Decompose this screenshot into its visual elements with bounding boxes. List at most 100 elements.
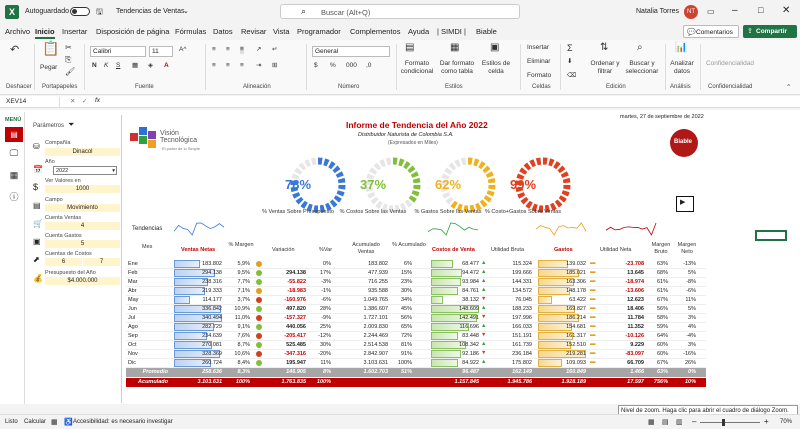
tab-inicio[interactable]: Inicio: [35, 27, 55, 39]
nav-screen-icon[interactable]: 🖵: [9, 148, 19, 158]
clear-icon[interactable]: ⌫: [567, 72, 577, 79]
font-name-select[interactable]: Calibri: [90, 46, 146, 57]
cell-styles-icon[interactable]: ▣: [490, 42, 500, 53]
percent-icon[interactable]: %: [330, 62, 336, 69]
status-calculate[interactable]: Calcular: [24, 419, 47, 425]
sort-icon[interactable]: ⇅: [600, 42, 609, 53]
bold-icon[interactable]: N: [92, 62, 97, 69]
format-painter-icon[interactable]: 🖌: [65, 67, 76, 76]
increase-decimal-icon[interactable]: ,0: [366, 62, 372, 69]
year-select[interactable]: 2022 ▾: [53, 166, 117, 175]
delete-button[interactable]: Eliminar: [527, 58, 551, 65]
indent-icon[interactable]: ⇥: [256, 62, 262, 69]
fill-color-icon[interactable]: ◈: [148, 62, 153, 69]
tab-disposicion[interactable]: Disposición de página: [96, 27, 170, 36]
cell-styles-button[interactable]: Estilos de celda: [481, 60, 511, 75]
zoom-level[interactable]: 70%: [780, 419, 793, 425]
cost-account-1[interactable]: 6: [45, 258, 82, 266]
borders-icon[interactable]: ▦: [132, 62, 139, 69]
cancel-icon[interactable]: ✕: [70, 98, 76, 105]
formula-input[interactable]: [110, 96, 798, 108]
tab-vista[interactable]: Vista: [273, 27, 290, 36]
format-button[interactable]: Formato: [527, 72, 552, 79]
align-left-icon[interactable]: ≡: [212, 62, 216, 69]
save-icon[interactable]: 🖫: [96, 7, 103, 16]
macro-icon[interactable]: ▦: [51, 419, 58, 426]
share-button[interactable]: ⇪ Compartir: [743, 25, 797, 38]
italic-icon[interactable]: K: [104, 62, 109, 69]
grow-font-icon[interactable]: A^: [179, 46, 187, 53]
conditional-format-icon[interactable]: ▤: [405, 42, 415, 53]
cut-icon[interactable]: ✂: [65, 43, 72, 52]
undo-icon[interactable]: ↶: [10, 44, 20, 56]
page-layout-icon[interactable]: ▤: [662, 419, 669, 426]
find-select-button[interactable]: Buscar y seleccionar: [625, 60, 659, 75]
nav-info-icon[interactable]: ⓘ: [9, 192, 19, 202]
company-value[interactable]: Dinacol: [45, 148, 120, 156]
search-box[interactable]: ⌕ Buscar (Alt+Q): [280, 4, 520, 19]
wrap-text-icon[interactable]: ↵: [272, 46, 278, 53]
fill-icon[interactable]: ⬇: [567, 58, 573, 65]
tab-ayuda[interactable]: Ayuda: [408, 27, 430, 36]
paste-icon[interactable]: 📋: [42, 40, 60, 56]
orientation-icon[interactable]: ↗: [256, 46, 262, 53]
nav-docs-icon[interactable]: ▤: [5, 127, 23, 142]
page-break-icon[interactable]: ▥: [676, 419, 683, 426]
zoom-out-icon[interactable]: –: [692, 417, 697, 426]
find-icon[interactable]: ⌕: [637, 42, 643, 53]
copy-icon[interactable]: ⎘: [65, 55, 72, 64]
values-value[interactable]: 1000: [45, 185, 120, 193]
tab-formulas[interactable]: Fórmulas: [175, 27, 207, 36]
maximize-icon[interactable]: □: [758, 5, 764, 15]
font-color-icon[interactable]: A: [164, 62, 169, 69]
align-top-icon[interactable]: ≡: [212, 46, 216, 53]
minimize-icon[interactable]: –: [732, 5, 738, 16]
analyze-icon[interactable]: 📊: [675, 42, 688, 53]
field-value[interactable]: Movimiento: [45, 204, 120, 212]
sort-filter-button[interactable]: Ordenar y filtrar: [590, 60, 620, 75]
nav-grid-icon[interactable]: ▦: [9, 170, 19, 180]
merge-icon[interactable]: ⊞: [272, 62, 278, 69]
paste-button[interactable]: Pegar: [40, 64, 58, 71]
file-name[interactable]: Tendencias de Ventas: [116, 8, 185, 15]
insert-button[interactable]: Insertar: [527, 44, 550, 51]
tab-programador[interactable]: Programador: [297, 27, 341, 36]
avatar[interactable]: NT: [684, 5, 698, 19]
zoom-in-icon[interactable]: +: [764, 417, 769, 426]
comments-button[interactable]: 💬 Comentarios: [683, 25, 739, 38]
autosum-icon[interactable]: Σ: [567, 43, 573, 53]
underline-icon[interactable]: S: [116, 62, 121, 69]
chevron-down-icon[interactable]: ⌄: [183, 8, 189, 15]
font-size-select[interactable]: 11: [149, 46, 173, 57]
accessibility-status[interactable]: Accesibilidad: es necesario investigar: [73, 419, 173, 425]
thousands-icon[interactable]: 000: [346, 62, 357, 69]
zoom-slider[interactable]: [700, 419, 760, 426]
close-icon[interactable]: ✕: [782, 5, 791, 16]
align-center-icon[interactable]: ≡: [226, 62, 230, 69]
ribbon-display-icon[interactable]: ▭: [707, 7, 715, 16]
accessibility-icon[interactable]: ♿: [64, 419, 73, 426]
sensitivity-button[interactable]: Confidencialidad: [705, 60, 755, 67]
budget-value[interactable]: $4.000.000: [45, 277, 120, 285]
conditional-format-button[interactable]: Formato condicional: [400, 60, 434, 75]
table-format-button[interactable]: Dar formato como tabla: [439, 60, 475, 75]
table-format-icon[interactable]: ▦: [450, 42, 460, 53]
user-name[interactable]: Natalia Torres: [636, 8, 680, 15]
expenses-account-value[interactable]: 5: [45, 240, 120, 248]
tab-complementos[interactable]: Complementos: [350, 27, 401, 36]
normal-view-icon[interactable]: ▦: [648, 419, 655, 426]
align-middle-icon[interactable]: ≡: [226, 46, 230, 53]
zoom-slider-thumb[interactable]: [722, 419, 725, 426]
selected-cell[interactable]: [755, 230, 787, 241]
name-box[interactable]: XEV14: [2, 97, 60, 107]
tab-biable[interactable]: Biable: [476, 27, 497, 36]
autosave-toggle[interactable]: [70, 7, 90, 16]
filter-icon[interactable]: ⏷: [68, 120, 75, 129]
tab-insertar[interactable]: Insertar: [62, 27, 88, 36]
currency-icon[interactable]: $: [314, 62, 318, 69]
confirm-icon[interactable]: ✓: [82, 98, 88, 105]
number-format-select[interactable]: General: [312, 46, 390, 57]
tab-simdi[interactable]: | SIMDI |: [437, 27, 466, 36]
tab-archivo[interactable]: Archivo: [5, 27, 31, 36]
collapse-ribbon-icon[interactable]: ⌃: [786, 84, 792, 91]
